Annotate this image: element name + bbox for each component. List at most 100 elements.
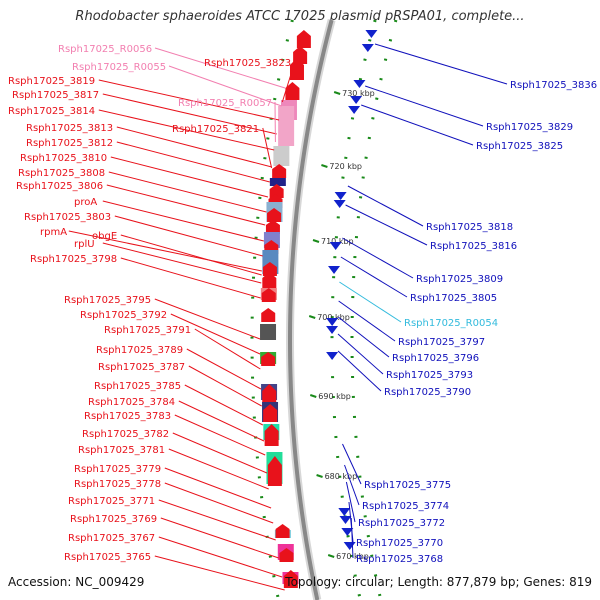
leader-line-left [178,400,265,442]
gene-arrow-reverse [338,508,351,516]
gene-label-left: Rsph17025_3791 [104,325,191,336]
gene-arrow-reverse [361,44,374,52]
gene-arrow-reverse [350,96,363,104]
gene-label-left: Rsph17025_3782 [82,429,169,440]
leader-line-left [110,156,269,198]
leader-line-right [339,281,402,323]
leader-line-left [102,200,264,242]
leader-line-right [345,481,356,523]
gene-block [273,146,290,166]
gene-label-left: Rsph17025_3810 [20,153,107,164]
gene-arrow [296,30,311,48]
gene-label-left: Rsph17025_3817 [12,90,99,101]
gene-arrow [262,262,277,276]
gene-arrow-reverse [333,200,346,208]
gene-arrow-reverse [326,326,339,334]
gene-block [269,178,286,186]
accession-text: Accession: NC_009429 [8,575,145,589]
gene-label-left: Rsph17025_3771 [68,496,155,507]
gene-label-left: Rsph17025_3778 [74,479,161,490]
gene-arrow-reverse [343,542,356,550]
leader-line-left [98,79,280,121]
leader-line-left [102,93,277,135]
gene-label-right: Rsph17025_3774 [362,501,449,512]
tick-mark [309,394,317,398]
gene-label-left: Rsph17025_3767 [68,533,155,544]
gene-label-left: Rsph17025_3785 [94,381,181,392]
gene-arrow [275,524,290,538]
gene-label-right: Rsph17025_3825 [476,141,563,152]
leader-line-left [262,127,273,169]
leader-line-right [345,204,428,246]
leader-line-left [158,499,276,541]
gene-label-right: Rsph17025_R0054 [404,318,498,329]
leader-line-left [158,536,283,578]
gene-arrow [265,220,280,234]
gene-label-left: Rsph17025_R0055 [72,62,166,73]
gene-arrow [279,548,294,562]
gene-label-right: Rsph17025_3805 [410,293,497,304]
gene-label-left: Rsph17025_3821 [172,124,259,135]
leader-line-left [120,234,262,276]
leader-line-right [337,350,382,392]
gene-label-left: Rsph17025_3765 [64,552,151,563]
gene-label-left: Rsph17025_3819 [8,76,95,87]
gene-arrow [261,308,276,322]
leader-line-left [154,298,261,340]
backbone-line [287,19,334,600]
gene-label-left: Rsph17025_3784 [88,397,175,408]
gene-arrow [269,184,284,198]
leader-line-right [342,237,414,279]
gene-label-left: Rsph17025_R0056 [58,44,152,55]
leader-line-left [116,126,272,168]
leader-line-left [114,215,263,257]
leader-line-right [337,333,384,375]
tick-label: 680 kbp [325,472,358,481]
gene-label-left: rplU [74,239,95,250]
leader-line-right [338,300,396,342]
leader-line-left [174,414,266,456]
gene-label-left: obgE [92,231,117,242]
tick-label: 730 kbp [342,89,375,98]
gene-arrow [272,164,287,178]
gene-arrow [262,272,277,290]
gene-arrow-reverse [334,192,347,200]
leader-line-left [98,109,275,151]
leader-line-left [164,467,272,509]
gene-label-right: Rsph17025_3836 [510,80,597,91]
gene-arrow-reverse [328,266,341,274]
gene-arrow-reverse [339,516,352,524]
gene-label-left: Rsph17025_3789 [96,345,183,356]
gene-arrow [264,424,279,446]
gene-label-right: Rsph17025_3770 [356,538,443,549]
leader-line-left [172,432,268,474]
gene-arrow-reverse [329,242,342,250]
leader-line-right [350,517,354,559]
gene-label-left: Rsph17025_3823 [204,58,291,69]
leader-line-left [68,230,262,272]
tick-label: 700 kbp [317,313,350,322]
gene-arrow [261,288,276,302]
leader-line-right [337,316,390,358]
leader-line-left [194,328,261,370]
gene-label-right: Rsph17025_3790 [384,387,471,398]
leader-line-right [347,185,424,227]
tick-mark [321,164,328,168]
gene-arrow-reverse [365,30,378,38]
leader-line-left [154,555,285,591]
leader-line-left [116,141,270,183]
gene-arrow [289,58,304,80]
gene-label-left: Rsph17025_3787 [98,362,185,373]
leader-line-left [106,184,266,226]
gene-label-left: Rsph17025_3798 [30,254,117,265]
leader-line-left [160,517,279,559]
leader-line-left [164,482,274,524]
leader-line-right [364,85,484,127]
leader-line-left [170,313,261,355]
gene-label-left: Rsph17025_3808 [18,168,105,179]
gene-label-left: Rsph17025_R0057 [178,98,272,109]
gene-label-left: rpmA [40,227,67,238]
gene-arrow [285,82,300,100]
gene-arrow [261,352,276,366]
